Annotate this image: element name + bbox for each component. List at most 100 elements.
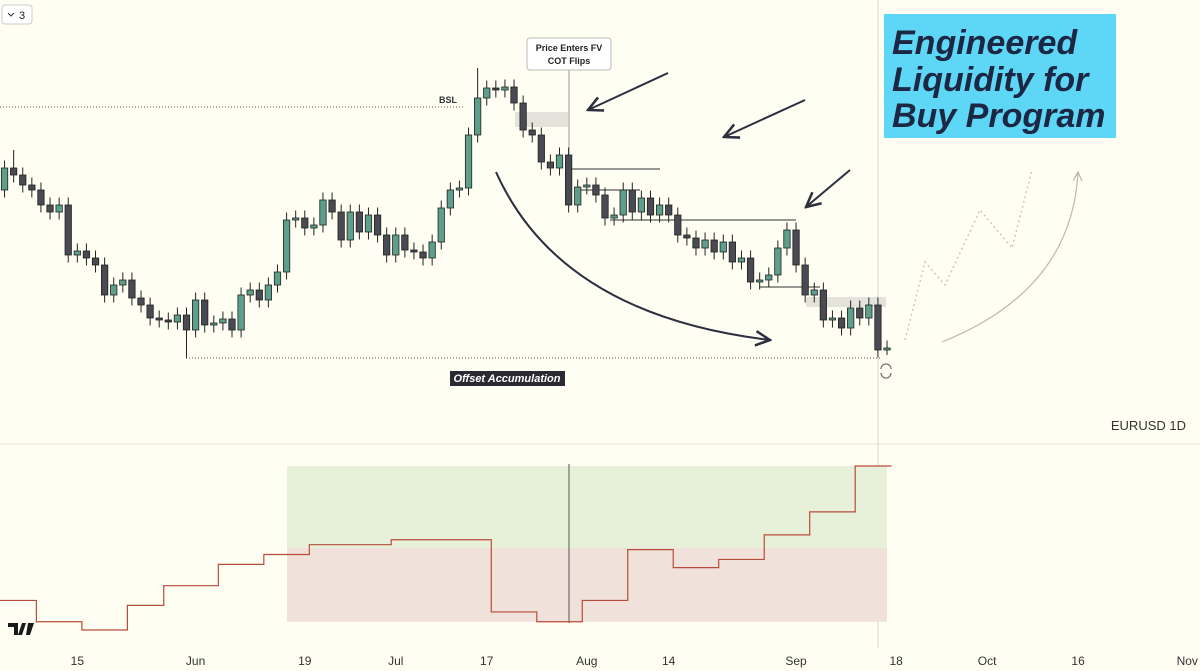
x-tick-label: Aug — [576, 654, 597, 668]
candle-body — [328, 199, 336, 213]
candle-body — [492, 87, 500, 91]
callout-box — [526, 37, 612, 71]
candle-body — [792, 229, 800, 266]
candle-body — [719, 241, 727, 253]
candle-body — [119, 279, 127, 286]
drawings: Price Enters FV COT Flips — [495, 37, 1078, 342]
candle-body — [828, 317, 837, 321]
button-frame[interactable] — [1, 4, 33, 25]
headline: Buy Program — [892, 97, 1106, 135]
candle-body — [155, 317, 163, 321]
candle-body — [519, 102, 527, 131]
refresh-icon[interactable] — [880, 363, 892, 379]
candle-body — [301, 217, 309, 229]
logo-shape — [8, 623, 34, 635]
x-tick-label: 14 — [662, 654, 676, 668]
candle-body — [683, 234, 691, 239]
candle-body — [728, 241, 736, 263]
candle-body — [510, 86, 518, 104]
candle-body — [692, 237, 700, 249]
candle-body — [865, 304, 873, 319]
candle-body — [55, 204, 63, 213]
candle-body — [737, 257, 746, 263]
x-tick-label: Nov — [1177, 654, 1198, 668]
candle-body — [610, 214, 618, 219]
candle-body — [601, 194, 609, 219]
x-tick-label: 17 — [480, 654, 494, 668]
candle-body — [537, 134, 545, 163]
candle-body — [701, 239, 709, 249]
candle-body — [255, 289, 263, 301]
candle-body — [0, 167, 9, 191]
candle-body — [246, 289, 254, 296]
candle-body — [10, 167, 18, 176]
candle-body — [646, 197, 655, 216]
candle-body — [428, 241, 436, 259]
candle-body — [346, 211, 354, 241]
candle-body — [474, 97, 482, 136]
x-tick-label: Oct — [978, 654, 997, 668]
candle-body — [46, 204, 54, 213]
x-tick-label: 15 — [71, 654, 85, 668]
indicator-zone — [287, 465, 887, 548]
candle-body — [592, 184, 600, 196]
chevron — [7, 12, 15, 17]
candle-body — [173, 314, 182, 323]
x-tick-label: Jul — [388, 654, 403, 668]
candle-body — [810, 289, 818, 296]
arrow — [588, 72, 669, 110]
candle-body — [282, 219, 291, 273]
candle-body — [319, 199, 327, 226]
candle-body — [583, 184, 591, 188]
callout-text: COT Flips — [548, 56, 591, 66]
candle-body — [837, 317, 846, 329]
candle-body — [883, 347, 891, 351]
candle-body — [765, 274, 773, 281]
candle-body — [774, 247, 782, 276]
refresh-arc[interactable] — [880, 363, 892, 379]
accumulation-label: Offset Accumulation — [454, 373, 561, 385]
candle-body — [455, 187, 464, 191]
candle-body — [210, 322, 218, 326]
candle-body — [273, 271, 282, 286]
candle-body — [101, 264, 109, 296]
button-label[interactable]: 3 — [19, 10, 25, 22]
candle-body — [237, 294, 245, 331]
candle-body — [264, 284, 272, 301]
candle-body — [64, 204, 72, 256]
candle-body — [73, 250, 81, 256]
candle-body — [674, 214, 682, 236]
candle-body — [437, 207, 445, 243]
headline: Engineered — [892, 24, 1078, 62]
candle-body — [819, 289, 827, 321]
candle-body — [182, 314, 191, 331]
layouts-button[interactable]: 3 — [1, 4, 33, 25]
candle-body — [419, 251, 427, 259]
candle-body — [528, 129, 536, 136]
candle-body — [619, 189, 627, 216]
candle-body — [383, 234, 391, 256]
candle-body — [337, 211, 345, 241]
candle-body — [637, 197, 645, 213]
fv-zone — [515, 112, 568, 127]
indicator-zone — [287, 547, 887, 622]
candle-body — [746, 257, 755, 283]
x-tick-label: 16 — [1071, 654, 1085, 668]
x-tick-label: 18 — [889, 654, 903, 668]
candle-body — [91, 257, 100, 266]
candle-body — [19, 174, 27, 186]
candle-body — [801, 264, 809, 296]
candle-body — [655, 204, 664, 216]
candle-body — [82, 250, 91, 259]
candle-body — [555, 154, 564, 169]
candle-body — [192, 299, 200, 331]
candle-body — [392, 234, 400, 256]
candle-body — [201, 299, 209, 326]
candle-body — [565, 154, 573, 206]
curved-arrow — [495, 171, 770, 340]
candle-body — [401, 234, 409, 251]
arrow — [806, 169, 851, 207]
candle-body — [410, 249, 418, 253]
candle-body — [546, 161, 555, 169]
